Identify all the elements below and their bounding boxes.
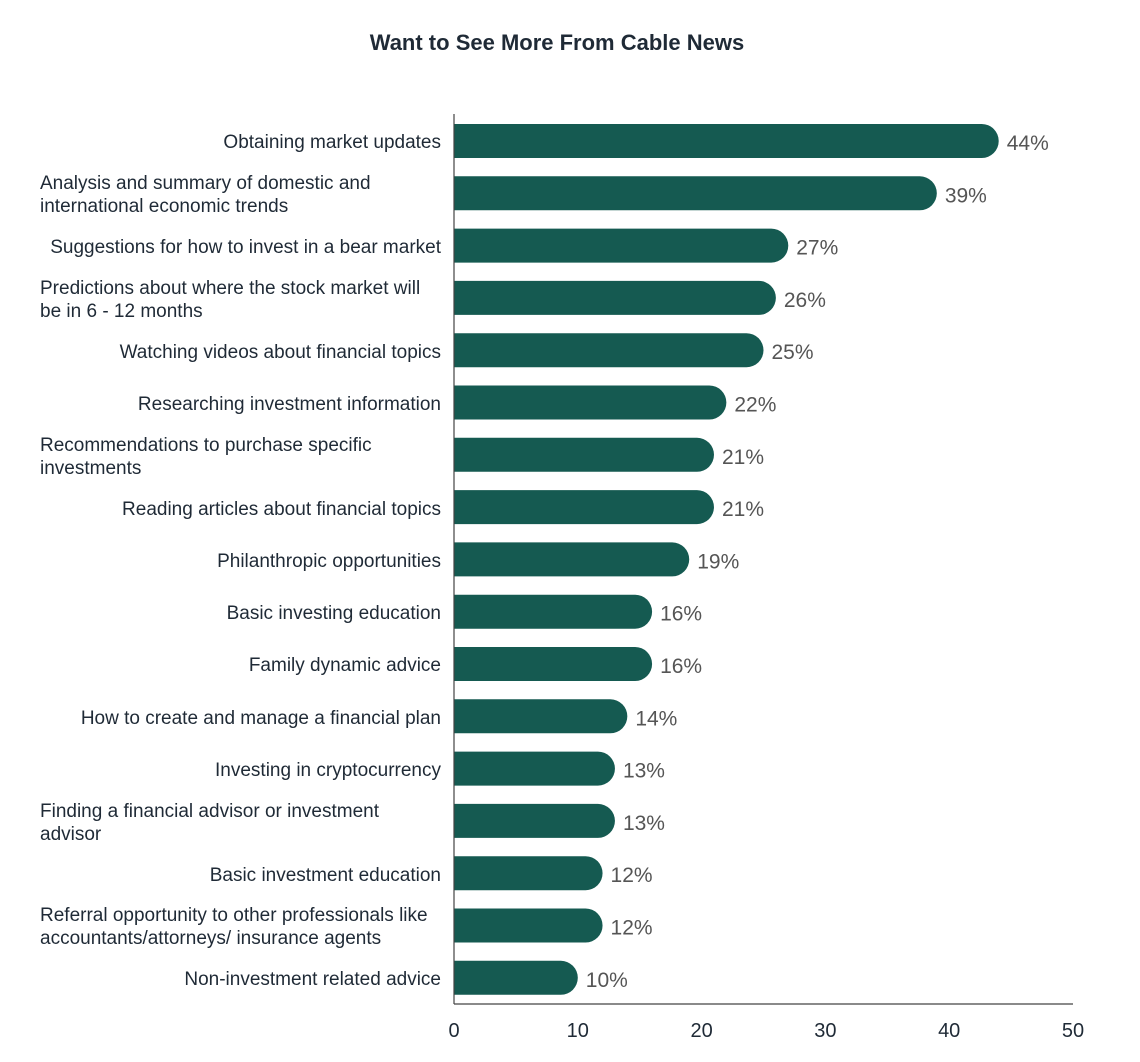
category-label-box: How to create and manage a financial pla… — [40, 692, 441, 744]
bar — [454, 542, 690, 577]
x-tick-label: 30 — [814, 1020, 836, 1042]
x-tick-label: 50 — [1062, 1020, 1084, 1042]
value-label: 39% — [945, 184, 987, 207]
category-label-box: Philanthropic opportunities — [40, 535, 441, 587]
category-label-box: Non-investment related advice — [40, 954, 441, 1006]
value-label: 44% — [1007, 132, 1049, 155]
category-label: Obtaining market updates — [223, 132, 441, 154]
bar — [454, 751, 615, 786]
x-tick-label: 20 — [690, 1020, 712, 1042]
category-label: Referral opportunity to other profession… — [40, 905, 428, 950]
category-label-box: Predictions about where the stock market… — [40, 274, 441, 326]
category-label-box: Referral opportunity to other profession… — [40, 901, 441, 953]
value-label: 21% — [722, 498, 764, 521]
bar — [454, 856, 603, 891]
bar — [454, 280, 776, 315]
bar — [454, 385, 727, 420]
category-label-box: Analysis and summary of domestic and int… — [40, 169, 441, 221]
bar — [454, 594, 653, 629]
value-label: 13% — [623, 812, 665, 835]
category-label-box: Researching investment information — [40, 378, 441, 430]
x-tick-label: 0 — [448, 1020, 459, 1042]
bar — [454, 228, 789, 263]
value-label: 26% — [784, 289, 826, 312]
value-label: 12% — [611, 917, 653, 940]
category-label: Watching videos about financial topics — [119, 341, 441, 363]
value-label: 10% — [586, 969, 628, 992]
category-label: Non-investment related advice — [184, 969, 441, 991]
category-label: Finding a financial advisor or investmen… — [40, 800, 380, 845]
category-label: Basic investing education — [226, 603, 441, 625]
category-label: Analysis and summary of domestic and int… — [40, 173, 371, 218]
category-label-box: Suggestions for how to invest in a bear … — [40, 221, 441, 273]
bar — [454, 908, 603, 943]
category-label-box: Family dynamic advice — [40, 640, 441, 692]
category-label: Basic investment education — [209, 864, 441, 886]
category-label: Predictions about where the stock market… — [40, 277, 421, 322]
bar — [454, 647, 653, 681]
x-tick-label: 10 — [567, 1020, 589, 1042]
bar — [454, 176, 937, 211]
category-label: Recommendations to purchase specific inv… — [40, 434, 372, 479]
value-label: 27% — [796, 237, 838, 260]
x-tick-label: 40 — [938, 1020, 960, 1042]
bar — [454, 124, 999, 158]
value-label: 22% — [734, 394, 776, 417]
bar — [454, 699, 628, 734]
bar — [454, 333, 764, 368]
category-label: Family dynamic advice — [248, 655, 441, 677]
bar — [454, 803, 615, 838]
value-label: 14% — [635, 707, 677, 730]
category-label: Investing in cryptocurrency — [215, 760, 441, 782]
category-label-box: Investing in cryptocurrency — [40, 744, 441, 796]
bar — [454, 490, 714, 525]
category-label-box: Basic investing education — [40, 588, 441, 640]
value-label: 25% — [772, 341, 814, 364]
category-label-box: Watching videos about financial topics — [40, 326, 441, 378]
category-label-box: Reading articles about financial topics — [40, 483, 441, 535]
category-label: Philanthropic opportunities — [217, 550, 441, 572]
bar — [454, 437, 714, 472]
category-label: Researching investment information — [137, 393, 441, 415]
category-label-box: Basic investment education — [40, 849, 441, 901]
value-label: 16% — [660, 603, 702, 626]
category-label: How to create and manage a financial pla… — [80, 707, 441, 729]
category-label-box: Obtaining market updates — [40, 117, 441, 169]
category-label-box: Finding a financial advisor or investmen… — [40, 797, 441, 849]
value-label: 12% — [611, 864, 653, 887]
category-label: Suggestions for how to invest in a bear … — [50, 237, 441, 259]
value-label: 21% — [722, 446, 764, 469]
bar — [454, 960, 578, 995]
category-label-box: Recommendations to purchase specific inv… — [40, 431, 441, 483]
value-label: 16% — [660, 655, 702, 678]
category-label: Reading articles about financial topics — [122, 498, 441, 520]
value-label: 19% — [697, 550, 739, 573]
chart-title: Want to See More From Cable News — [369, 30, 745, 55]
value-label: 13% — [623, 760, 665, 783]
